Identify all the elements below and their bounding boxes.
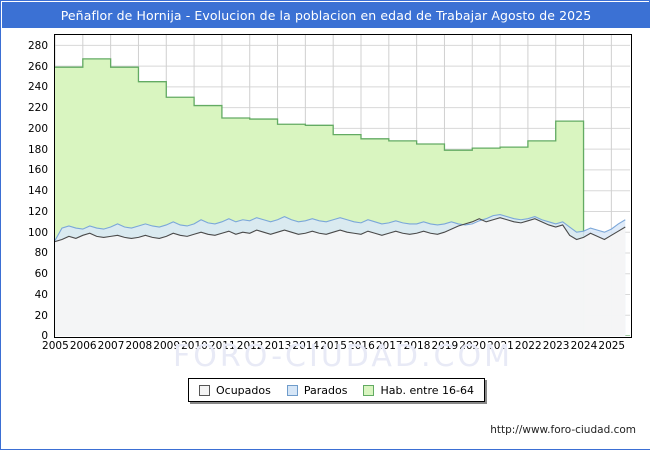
legend-label: Ocupados <box>216 383 271 397</box>
window-title-bar: Peñaflor de Hornija - Evolucion de la po… <box>2 2 650 28</box>
x-tick-label: 2020 <box>459 340 487 352</box>
page-title: Peñaflor de Hornija - Evolucion de la po… <box>60 7 592 23</box>
x-tick-label: 2015 <box>320 340 347 352</box>
legend-swatch-icon <box>199 384 210 396</box>
y-tick-label: 280 <box>27 39 48 52</box>
x-tick-label: 2022 <box>514 340 542 352</box>
y-tick-label: 240 <box>27 81 48 94</box>
y-tick-label: 140 <box>27 185 48 198</box>
x-tick-label: 2009 <box>153 340 181 352</box>
y-tick-label: 120 <box>27 205 48 218</box>
x-tick-label: 2016 <box>348 340 375 352</box>
y-tick-label: 60 <box>34 268 48 281</box>
x-tick-label: 2019 <box>431 340 459 352</box>
x-tick-label: 2012 <box>236 340 264 352</box>
x-tick-label: 2023 <box>542 340 570 352</box>
y-tick-label: 220 <box>27 102 48 115</box>
y-axis-labels: 0 20 40 60 80 100 120 140 160 180 200 220 240 260 280 <box>2 28 52 344</box>
legend-item-ocupados: Ocupados <box>199 384 271 397</box>
y-tick-label: 160 <box>27 164 48 177</box>
footer-url: http://www.foro-ciudad.com <box>490 424 636 436</box>
y-tick-label: 100 <box>27 226 48 239</box>
x-tick-label: 2014 <box>292 340 320 352</box>
chart-legend: Ocupados Parados Hab. entre 16-64 <box>188 378 486 402</box>
legend-item-hab-16-64: Hab. entre 16-64 <box>363 384 474 397</box>
legend-label: Parados <box>303 383 348 397</box>
x-tick-label: 2007 <box>97 340 125 352</box>
legend-swatch-icon <box>363 384 375 396</box>
x-tick-label: 2011 <box>208 340 236 352</box>
x-tick-label: 2017 <box>375 340 403 352</box>
plot-area <box>54 34 632 338</box>
y-tick-label: 80 <box>34 247 48 260</box>
x-tick-label: 2024 <box>570 340 598 352</box>
x-tick-label: 2008 <box>125 340 153 352</box>
y-tick-label: 20 <box>34 309 48 322</box>
x-tick-label: 2010 <box>181 340 208 352</box>
x-tick-label: 2006 <box>69 340 97 352</box>
y-tick-label: 40 <box>34 288 48 301</box>
y-tick-label: 200 <box>27 122 48 135</box>
x-axis-labels: 2005 2006 2007 2008 2009 2010 2011 2012 2013 2014… <box>42 340 632 360</box>
x-tick-label: 2013 <box>264 340 292 352</box>
legend-swatch-icon <box>286 384 298 396</box>
legend-item-parados: Parados <box>286 383 348 397</box>
x-tick-label: 2005 <box>42 340 69 352</box>
y-tick-label: 180 <box>27 143 48 156</box>
x-tick-label: 2021 <box>487 340 514 352</box>
y-tick-label: 0 <box>41 330 48 343</box>
x-tick-label: 2018 <box>403 340 431 352</box>
x-tick-label: 2025 <box>598 340 626 352</box>
legend-label: Hab. entre 16-64 <box>380 383 475 397</box>
y-tick-label: 260 <box>27 60 48 73</box>
chart-plot-svg <box>55 35 630 336</box>
chart-canvas: 0 20 40 60 80 100 120 140 160 180 200 220 240 260 280 … <box>2 28 650 449</box>
